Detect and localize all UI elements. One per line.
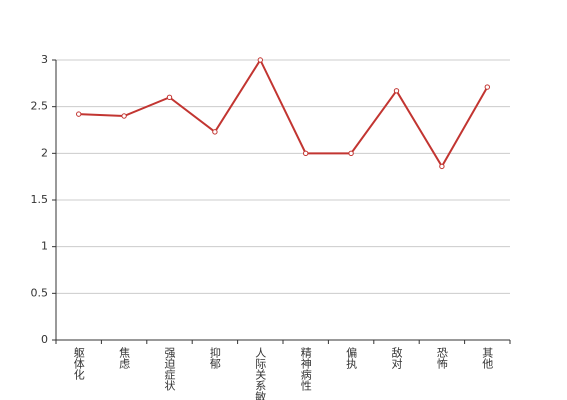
x-tick-label: 偏执 xyxy=(345,346,358,370)
point xyxy=(393,88,400,94)
point xyxy=(121,113,127,119)
y-tick-label: 1 xyxy=(41,240,48,253)
x-tick-label: 其他 xyxy=(481,347,494,369)
x-tick-label: 恐怖 xyxy=(435,347,448,369)
y-tick-label: 2 xyxy=(41,146,48,159)
point xyxy=(76,111,82,117)
y-tick-label: 2.5 xyxy=(31,100,49,113)
y-tick-label: 0 xyxy=(41,333,48,346)
line xyxy=(78,57,489,169)
point xyxy=(348,150,354,157)
point xyxy=(484,84,490,90)
point xyxy=(439,163,445,170)
point xyxy=(257,57,263,63)
x-tick-label: 强迫症状 xyxy=(163,347,176,391)
x-tick-label: 敌对 xyxy=(390,346,403,369)
x-tick-label: 躯体化 xyxy=(72,347,85,381)
point xyxy=(303,150,309,157)
x-tick-label: 抑郁 xyxy=(208,346,221,369)
x-tick-label: 人际关系敏感 xyxy=(254,347,267,400)
x-tick-label: 焦虑 xyxy=(118,347,131,369)
y-tick-label: 3 xyxy=(41,53,48,66)
point xyxy=(166,94,173,101)
y-tick-label: 1.5 xyxy=(31,193,49,206)
y-tick-label: 0.5 xyxy=(31,286,49,299)
x-tick-label: 精神病性 xyxy=(299,347,312,392)
point xyxy=(212,129,218,135)
